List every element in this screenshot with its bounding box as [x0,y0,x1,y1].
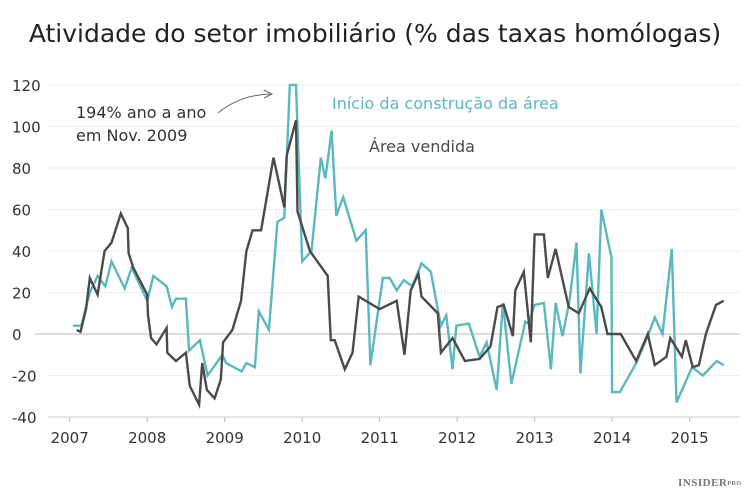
x-tick-label: 2011 [361,429,399,447]
y-tick-label: 40 [12,243,31,261]
y-tick-label: -40 [12,409,37,427]
annotation-line-2: em Nov. 2009 [76,126,187,145]
series-lines [72,83,725,410]
insider-pro-logo: INSIDERPRO [678,477,742,489]
y-tick-label: 80 [12,160,31,178]
legend-area-vendida: Área vendida [369,137,475,156]
x-axis: 2007 2008 2009 2010 2011 2012 2013 2014 2015 [51,417,709,447]
x-tick-label: 2010 [283,429,321,447]
annotation-arrowhead [263,89,274,99]
annotation-line-1: 194% ano a ano [76,103,206,122]
y-tick-label: 60 [12,202,31,220]
x-tick-label: 2009 [206,429,244,447]
y-tick-label: -20 [12,368,37,386]
x-tick-label: 2007 [51,429,89,447]
y-axis: 120 100 80 60 40 20 0 -20 -40 [12,77,41,427]
annotation-arrow [217,93,271,114]
x-tick-label: 2015 [671,429,709,447]
gridlines [35,84,740,418]
x-tick-label: 2013 [516,429,554,447]
series-line-area-vendida [76,119,725,410]
y-tick-label: 120 [12,77,41,95]
x-tick-label: 2012 [438,429,476,447]
y-tick-label: 100 [12,119,41,137]
y-tick-label: 0 [12,326,22,344]
legend-inicio-construcao: Início da construção da área [332,94,559,113]
x-tick-label: 2008 [128,429,166,447]
series-line-inicio-construcao [72,83,725,403]
x-tick-label: 2014 [593,429,631,447]
y-tick-label: 20 [12,285,31,303]
chart-title: Atividade do setor imobiliário (% das ta… [29,19,721,48]
